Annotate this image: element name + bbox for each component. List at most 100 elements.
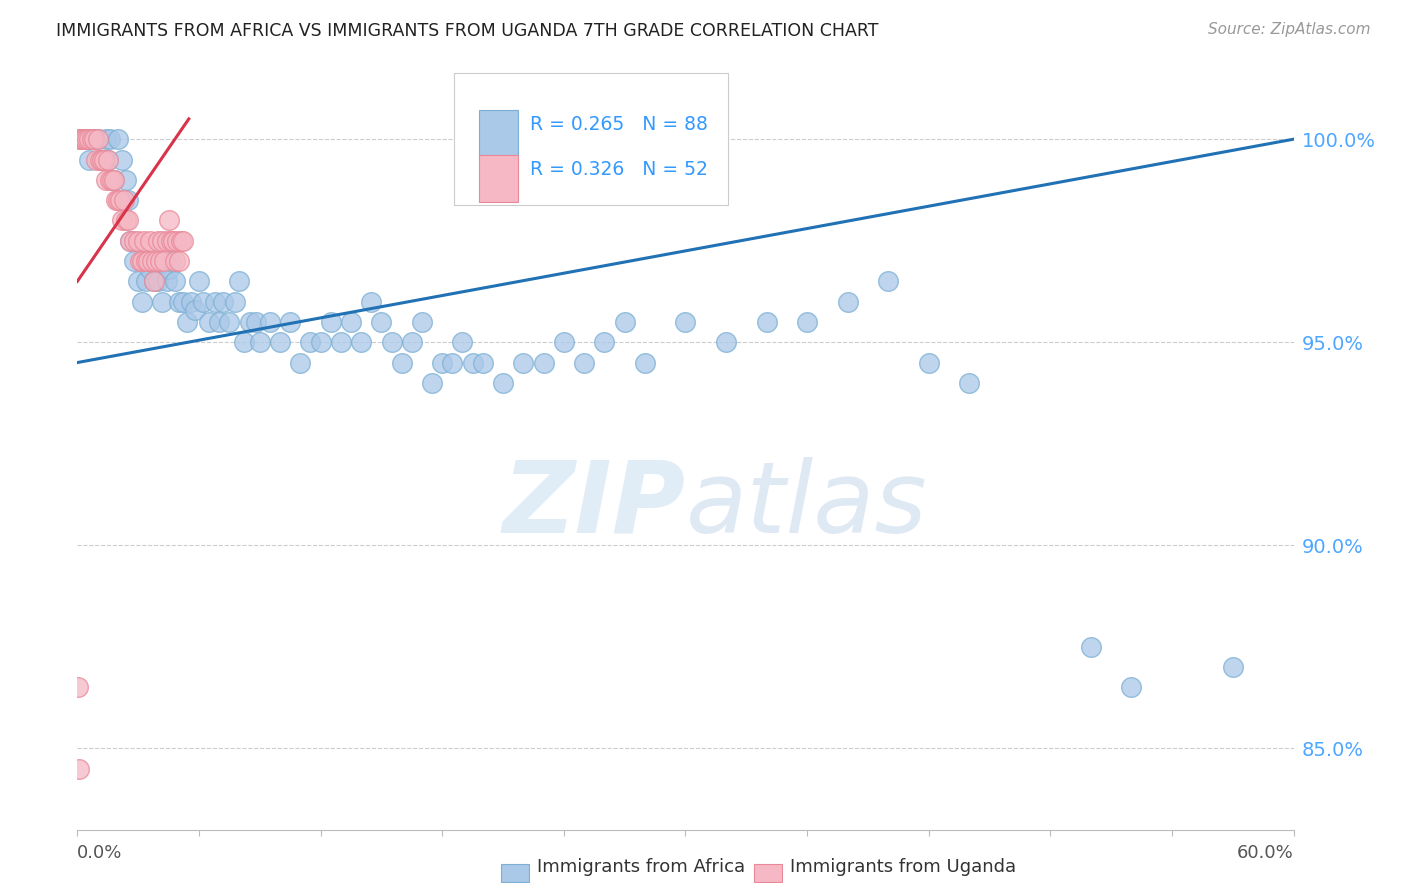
Point: [755, 315, 778, 329]
Point: [163, 254, 186, 268]
Point: [204, 294, 226, 309]
Point: [188, 274, 211, 288]
Point: [111, 213, 134, 227]
Point: [107, 193, 129, 207]
Point: [391, 355, 413, 369]
Point: [80, 132, 103, 146]
Point: [115, 213, 138, 227]
Point: [299, 335, 322, 350]
Point: [176, 315, 198, 329]
Point: [157, 213, 180, 227]
Point: [172, 294, 194, 309]
Point: [162, 234, 184, 248]
Text: Immigrants from Africa: Immigrants from Africa: [537, 858, 745, 876]
Point: [290, 355, 312, 369]
Point: [492, 376, 515, 390]
Point: [90, 153, 112, 167]
Point: [97, 153, 120, 167]
Point: [159, 254, 181, 268]
Point: [152, 234, 174, 248]
Point: [245, 315, 267, 329]
Point: [634, 355, 657, 369]
Text: 0.0%: 0.0%: [77, 844, 122, 862]
Point: [93, 153, 115, 167]
Point: [533, 355, 555, 369]
Point: [232, 335, 254, 350]
Text: atlas: atlas: [686, 457, 927, 554]
Text: 60.0%: 60.0%: [1237, 844, 1294, 862]
Point: [329, 335, 352, 350]
Point: [430, 355, 453, 369]
Point: [86, 132, 108, 146]
Point: [112, 193, 135, 207]
Point: [420, 376, 443, 390]
Point: [76, 132, 98, 146]
Point: [118, 234, 141, 248]
Point: [184, 302, 207, 317]
Point: [149, 254, 172, 268]
Point: [796, 315, 818, 329]
Text: IMMIGRANTS FROM AFRICA VS IMMIGRANTS FROM UGANDA 7TH GRADE CORRELATION CHART: IMMIGRANTS FROM AFRICA VS IMMIGRANTS FRO…: [56, 22, 879, 40]
Point: [675, 315, 697, 329]
FancyBboxPatch shape: [454, 73, 728, 204]
Point: [163, 274, 186, 288]
Point: [129, 254, 152, 268]
Point: [350, 335, 373, 350]
Point: [145, 254, 167, 268]
Point: [572, 355, 595, 369]
Point: [143, 274, 166, 288]
Point: [148, 234, 170, 248]
Point: [155, 274, 177, 288]
Point: [471, 355, 494, 369]
Point: [131, 294, 153, 309]
Point: [134, 234, 156, 248]
Point: [1222, 660, 1244, 674]
Point: [155, 234, 177, 248]
Point: [170, 234, 193, 248]
Point: [141, 254, 163, 268]
Point: [72, 132, 94, 146]
Point: [115, 173, 138, 187]
Point: [143, 274, 166, 288]
Text: ZIP: ZIP: [502, 457, 686, 554]
Point: [877, 274, 900, 288]
Point: [83, 132, 105, 146]
Point: [208, 315, 231, 329]
Point: [278, 315, 301, 329]
Point: [309, 335, 332, 350]
Point: [84, 153, 107, 167]
Point: [75, 132, 97, 146]
Point: [94, 173, 117, 187]
Point: [67, 132, 90, 146]
Point: [411, 315, 433, 329]
Point: [101, 173, 124, 187]
Point: [72, 132, 94, 146]
Point: [172, 234, 194, 248]
Point: [269, 335, 291, 350]
Point: [97, 153, 120, 167]
Point: [259, 315, 281, 329]
Point: [218, 315, 240, 329]
Point: [107, 132, 129, 146]
Point: [152, 294, 174, 309]
Point: [136, 254, 159, 268]
Point: [1080, 640, 1102, 654]
Point: [957, 376, 980, 390]
Point: [198, 315, 221, 329]
Point: [613, 315, 636, 329]
Point: [340, 315, 363, 329]
Point: [224, 294, 246, 309]
Point: [319, 315, 342, 329]
Text: R = 0.265   N = 88: R = 0.265 N = 88: [530, 115, 707, 134]
Point: [441, 355, 464, 369]
Point: [239, 315, 262, 329]
Point: [451, 335, 474, 350]
Point: [76, 132, 98, 146]
Point: [714, 335, 737, 350]
Point: [228, 274, 250, 288]
Point: [117, 193, 139, 207]
Point: [131, 254, 153, 268]
Point: [401, 335, 423, 350]
Point: [360, 294, 382, 309]
Point: [380, 335, 402, 350]
